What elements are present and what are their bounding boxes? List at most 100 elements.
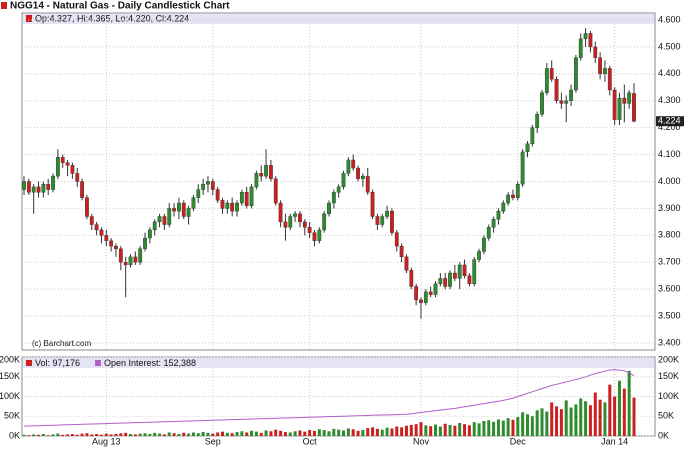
volume-bar — [99, 434, 103, 436]
volume-bar — [264, 430, 268, 436]
volume-bar — [617, 380, 621, 436]
y-tick-label-left: 200K — [0, 354, 20, 364]
volume-bar — [119, 433, 123, 436]
volume-bar — [424, 425, 428, 436]
volume-bar — [613, 396, 617, 436]
volume-bar — [196, 433, 200, 436]
volume-bar — [361, 430, 365, 436]
candle-body — [288, 216, 293, 228]
volume-bar — [177, 434, 181, 436]
y-tick-label: 4.200 — [658, 122, 681, 132]
candle-body — [317, 229, 322, 241]
legend-label: Open Interest: 152,388 — [104, 358, 196, 368]
candle-body — [293, 213, 298, 217]
candle-body — [109, 240, 114, 247]
candle-body — [133, 256, 138, 263]
volume-bar — [511, 419, 515, 436]
volume-bar — [220, 431, 224, 436]
legend-label: Vol: 97,176 — [35, 358, 80, 368]
volume-bar — [574, 404, 578, 436]
volume-bar — [56, 433, 60, 436]
candle-body — [51, 175, 55, 190]
candle-body — [239, 192, 244, 204]
candle-body — [46, 183, 51, 190]
candle-body — [235, 202, 239, 212]
volume-bar — [395, 426, 399, 436]
marks-layer — [22, 28, 684, 436]
candle-body — [598, 57, 603, 75]
y-tick-label: 4.400 — [658, 68, 681, 78]
volume-bar — [133, 434, 137, 436]
candle-body — [70, 165, 75, 174]
volume-bar — [409, 424, 413, 436]
volume-bar — [477, 423, 481, 436]
volume-bar — [37, 434, 41, 436]
volume-header-strip — [23, 358, 654, 368]
candle-body — [385, 210, 389, 217]
y-tick-label: 4.100 — [658, 149, 681, 159]
candle-body — [191, 197, 196, 209]
candle-body — [549, 68, 554, 80]
candle-body — [60, 157, 65, 163]
candle-body — [365, 175, 370, 193]
candle-body — [114, 245, 118, 249]
volume-bar — [32, 434, 36, 436]
volume-bar — [366, 428, 370, 436]
candle-body — [186, 208, 191, 217]
candle-body — [157, 216, 162, 223]
volume-bar — [95, 434, 99, 436]
candle-body — [143, 237, 147, 249]
candle-body — [225, 202, 230, 209]
candle-body — [104, 235, 109, 241]
chart-title: NGG14 - Natural Gas - Daily Candlestick … — [10, 1, 230, 12]
y-tick-label: 3.700 — [658, 257, 681, 267]
candle-body — [278, 202, 283, 223]
volume-bar — [61, 434, 65, 436]
volume-bar — [317, 429, 321, 436]
candle-body — [467, 275, 472, 284]
volume-bar — [206, 432, 210, 436]
candle-body — [472, 259, 477, 284]
volume-bar — [109, 434, 113, 436]
y-tick-label: 150K — [658, 371, 679, 381]
candle-body — [85, 197, 89, 217]
candle-body — [588, 33, 593, 48]
text-layer: 3.400 3.500 3.600 3.700 3.800 3.900 4.000 4.100… — [0, 14, 681, 446]
candle-body — [312, 232, 317, 241]
candle-body — [341, 173, 346, 188]
volume-bar — [129, 434, 133, 436]
volume-bar — [143, 433, 147, 436]
price-panel — [21, 12, 656, 351]
candle-body — [404, 256, 409, 271]
candle-body — [201, 183, 206, 190]
volume-bar — [332, 428, 336, 436]
y-tick-label: 200K — [658, 354, 679, 364]
volume-bar — [85, 433, 89, 436]
candle-body — [419, 299, 423, 303]
volume-bar — [375, 428, 379, 436]
candle-body — [172, 208, 176, 212]
volume-bar — [172, 433, 176, 436]
volume-bar — [400, 427, 404, 436]
volume-bar — [75, 434, 79, 436]
candle-body — [298, 213, 302, 223]
candle-body — [583, 33, 588, 40]
candle-body — [462, 264, 467, 276]
candle-body — [515, 183, 520, 198]
candle-body — [390, 210, 394, 233]
volume-bar — [254, 431, 258, 436]
x-tick-label: Dec — [510, 436, 527, 446]
volume-bar — [390, 428, 394, 436]
candle-body — [457, 264, 462, 279]
candle-body — [496, 210, 501, 220]
candle-body — [360, 175, 365, 180]
volume-bar — [487, 420, 491, 436]
candle-body — [259, 173, 264, 177]
candle-body — [123, 262, 128, 266]
volume-bar — [124, 432, 128, 436]
volume-bar — [153, 432, 157, 436]
y-tick-label-left: 100K — [0, 391, 20, 401]
volume-bar — [525, 414, 529, 436]
candle-body — [607, 68, 612, 91]
